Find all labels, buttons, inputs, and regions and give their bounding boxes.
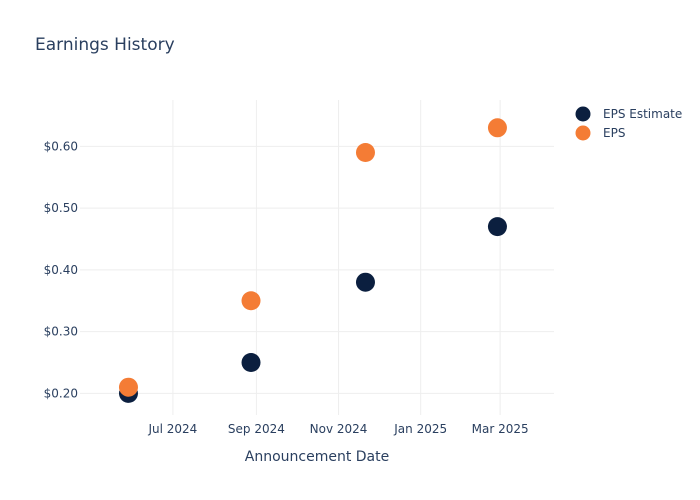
y-tick-label-0: $0.20: [44, 386, 78, 400]
y-tick-labels: $0.20 $0.30 $0.40 $0.50 $0.60: [44, 139, 78, 400]
point-eps-3: [487, 118, 507, 138]
point-eps-2: [355, 143, 375, 162]
x-tick-label-2: Nov 2024: [310, 422, 368, 436]
x-axis-title: Announcement Date: [245, 449, 389, 465]
x-tick-label-0: Jul 2024: [147, 422, 197, 436]
y-tick-label-4: $0.60: [44, 139, 78, 153]
chart-title: Earnings History: [35, 35, 175, 55]
legend-label-0: EPS Estimate: [603, 107, 682, 121]
x-tick-labels: Jul 2024 Sep 2024 Nov 2024 Jan 2025 Mar 2025: [147, 422, 528, 436]
data-points: [118, 118, 507, 403]
point-eps-estimate-1: [241, 353, 261, 372]
x-tick-label-1: Sep 2024: [228, 422, 285, 436]
point-eps-1: [241, 291, 261, 311]
grid-lines: [80, 100, 554, 415]
legend-marker-1: [575, 125, 591, 141]
y-tick-label-1: $0.30: [44, 325, 78, 339]
x-tick-label-4: Mar 2025: [472, 422, 529, 436]
legend-marker-0: [575, 106, 591, 122]
point-eps-estimate-3: [487, 217, 507, 237]
y-tick-label-3: $0.50: [44, 201, 78, 215]
point-eps-0: [118, 377, 138, 397]
x-tick-label-3: Jan 2025: [393, 422, 447, 436]
legend-label-1: EPS: [603, 126, 625, 140]
legend: EPS Estimate EPS: [575, 106, 682, 141]
y-tick-label-2: $0.40: [44, 263, 78, 277]
point-eps-estimate-2: [355, 272, 375, 292]
